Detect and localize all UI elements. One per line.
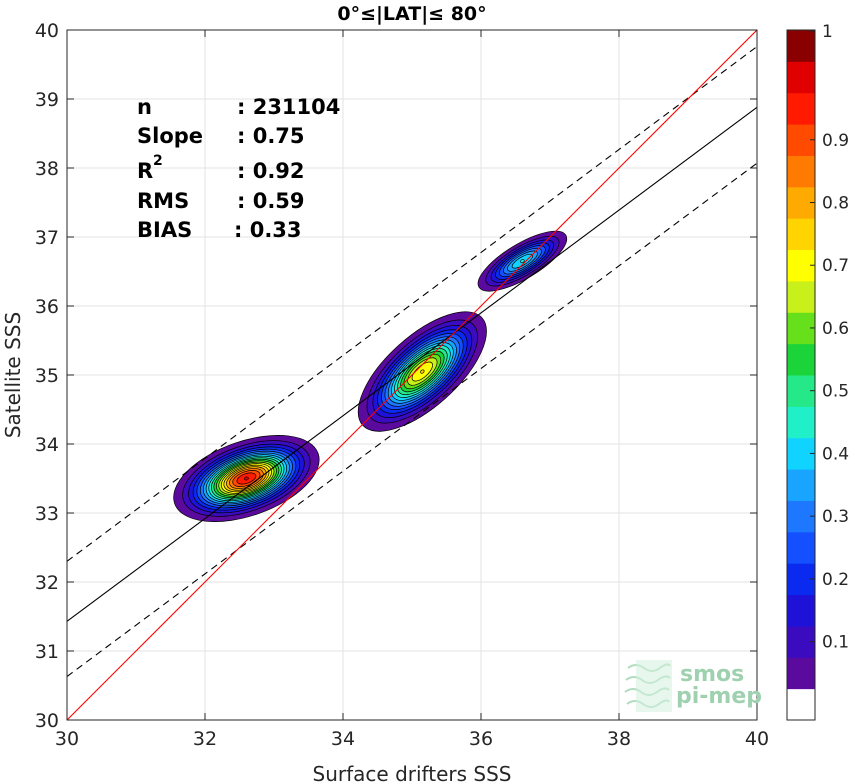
- stat-r2-sup: 2: [153, 153, 163, 169]
- colorbar: 0.1 0.2 0.3 0.4 0.5 0.6 0.7 0.8 0.9 1: [786, 22, 849, 721]
- colorbar-tick-label: 0.4: [822, 444, 849, 464]
- axis-ticks: 30 32 34 36 38 40 30 31 32 33 34 35 36 37 38 39 40: [35, 20, 769, 750]
- colorbar-segment: [787, 657, 815, 690]
- colorbar-tick-label: 0.2: [822, 570, 849, 590]
- density-contour-level: [244, 476, 249, 481]
- colorbar-tick-label: 1: [822, 22, 833, 42]
- y-axis-label: Satellite SSS: [1, 312, 25, 438]
- regression-lines: [67, 30, 757, 720]
- colorbar-tick-label: 0.9: [822, 131, 849, 151]
- x-tick-label: 36: [469, 728, 493, 750]
- stat-rms-value: : 0.59: [237, 189, 305, 213]
- colorbar-segment: [787, 61, 815, 94]
- chart-title: 0°≤|LAT|≤ 80°: [337, 3, 486, 25]
- y-tick-label: 34: [35, 434, 59, 456]
- colorbar-tick-label: 0.7: [822, 256, 849, 276]
- colorbar-segment: [787, 218, 815, 251]
- density-contour-level: [520, 259, 525, 264]
- x-tick-label: 38: [607, 728, 631, 750]
- colorbar-segment: [787, 280, 815, 313]
- colorbar-segment: [787, 406, 815, 439]
- logo-waves-icon: [624, 660, 672, 712]
- x-tick-label: 30: [55, 728, 79, 750]
- density-contour-level: [420, 369, 425, 374]
- colorbar-segment: [787, 92, 815, 125]
- x-tick-label: 34: [331, 728, 355, 750]
- x-tick-label: 40: [745, 728, 769, 750]
- stat-slope-label: Slope: [137, 124, 203, 148]
- y-tick-label: 30: [35, 710, 59, 732]
- y-tick-label: 33: [35, 503, 59, 525]
- density-contours: [173, 230, 568, 522]
- colorbar-tick-label: 0.8: [822, 194, 849, 214]
- colorbar-tick-label: 0.1: [822, 633, 849, 653]
- colorbar-segment: [787, 531, 815, 564]
- grid: [66, 29, 758, 721]
- stat-bias-value: : 0.33: [234, 218, 302, 242]
- smos-pimep-logo: smos pi-mep: [624, 660, 762, 712]
- colorbar-segment: [787, 688, 815, 721]
- stat-r2-value: : 0.92: [237, 159, 305, 183]
- y-tick-label: 36: [35, 296, 59, 318]
- x-axis-label: Surface drifters SSS: [313, 762, 512, 784]
- colorbar-tick-label: 0.6: [822, 319, 849, 339]
- y-tick-label: 40: [35, 20, 59, 42]
- y-tick-label: 39: [35, 89, 59, 111]
- colorbar-segment: [787, 343, 815, 376]
- stat-n-label: n: [137, 95, 152, 119]
- stat-slope-value: : 0.75: [237, 124, 305, 148]
- y-tick-label: 31: [35, 641, 59, 663]
- colorbar-segment: [787, 594, 815, 627]
- regression-fit-line: [67, 106, 757, 622]
- stat-r2-label: R: [137, 159, 153, 183]
- stat-bias-label: BIAS: [137, 218, 192, 242]
- stat-n-value: : 231104: [237, 95, 340, 119]
- colorbar-frame: [786, 29, 816, 721]
- stat-rms-label: RMS: [137, 189, 189, 213]
- logo-text-smos: smos: [680, 662, 744, 687]
- y-tick-label: 38: [35, 158, 59, 180]
- y-tick-label: 35: [35, 365, 59, 387]
- x-tick-label: 32: [193, 728, 217, 750]
- identity-line: [67, 30, 757, 720]
- colorbar-segment: [787, 155, 815, 188]
- logo-text-pimep: pi-mep: [676, 684, 762, 709]
- y-tick-label: 37: [35, 227, 59, 249]
- statistics-panel: n : 231104 Slope : 0.75 R 2 : 0.92 RMS :…: [137, 95, 340, 242]
- colorbar-tick-label: 0.5: [822, 382, 849, 402]
- y-tick-label: 32: [35, 572, 59, 594]
- colorbar-segment: [787, 469, 815, 501]
- colorbar-segment: [787, 30, 815, 62]
- colorbar-tick-label: 0.3: [822, 507, 849, 527]
